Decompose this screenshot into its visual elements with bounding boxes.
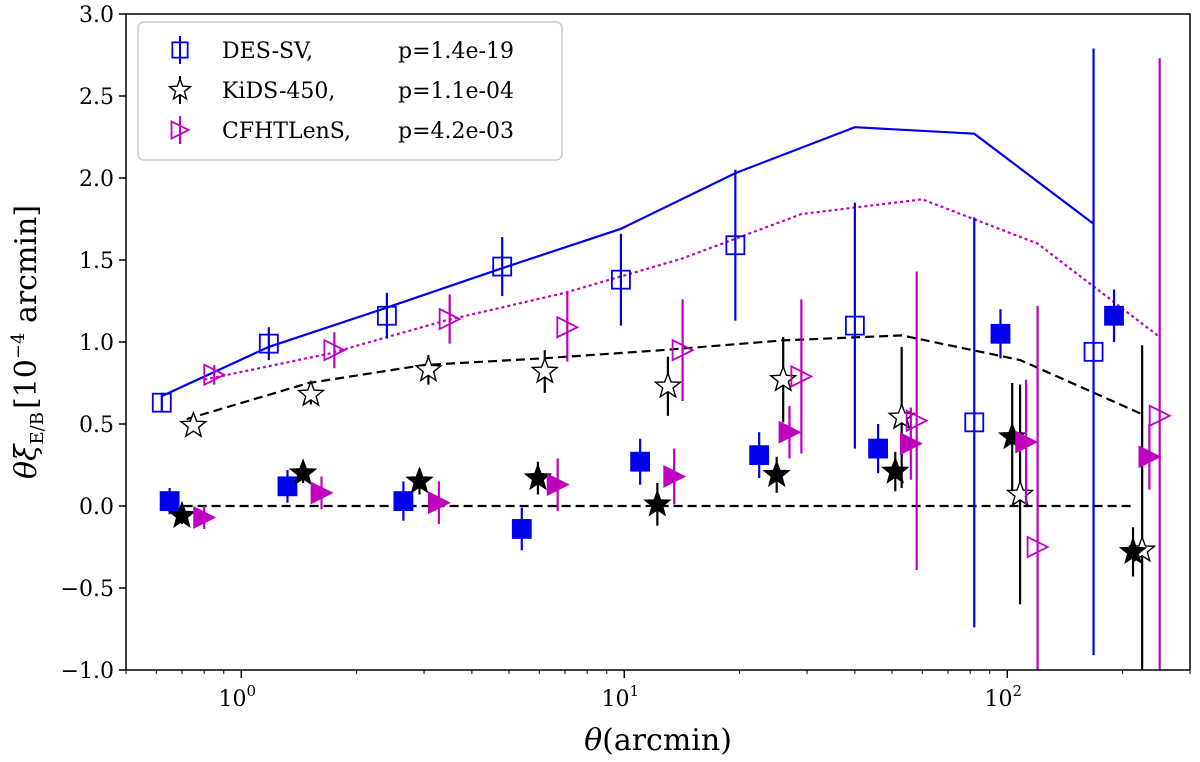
square-marker xyxy=(393,491,414,511)
triangle-marker xyxy=(778,420,802,444)
star-marker xyxy=(1005,479,1035,507)
y-tick-label: −0.5 xyxy=(61,577,114,602)
square-marker xyxy=(1083,341,1104,362)
x-tick-label: 102 xyxy=(984,682,1022,712)
y-tick-label: 2.0 xyxy=(79,167,114,192)
triangle-marker xyxy=(427,491,451,515)
square-marker xyxy=(171,41,189,59)
triangle-marker xyxy=(899,432,923,456)
star-marker xyxy=(405,466,434,494)
model-line xyxy=(203,198,1161,381)
x-axis-label-symbol: θ xyxy=(584,723,602,758)
square-marker xyxy=(492,256,513,277)
x-tick-label: 101 xyxy=(602,682,640,712)
y-tick-label: 1.0 xyxy=(79,331,114,356)
y-tick-label: 1.5 xyxy=(79,249,114,274)
legend-p-value: p=4.2e-03 xyxy=(398,119,514,144)
y-tick-label: 3.0 xyxy=(79,3,114,28)
x-axis-label: θ(arcmin) xyxy=(584,723,732,758)
square-marker xyxy=(990,323,1011,344)
triangle-marker xyxy=(671,338,695,362)
data-points xyxy=(151,48,1172,670)
star-marker xyxy=(179,410,208,438)
x-axis-label-unit: (arcmin) xyxy=(602,723,732,758)
legend-box xyxy=(137,21,563,161)
y-axis-label-symbol: θξ xyxy=(9,443,44,479)
square-marker xyxy=(377,305,397,326)
model-line xyxy=(161,126,1095,398)
square-marker xyxy=(630,451,651,472)
triangle-marker xyxy=(905,409,929,433)
triangle-marker xyxy=(1026,535,1050,559)
legend-label: DES-SV, xyxy=(222,39,313,64)
square-marker xyxy=(1104,305,1124,326)
square-marker xyxy=(511,519,532,539)
star-marker xyxy=(167,500,197,529)
triangle-marker xyxy=(1148,404,1172,428)
square-marker xyxy=(725,235,746,256)
legend-p-value: p=1.1e-04 xyxy=(398,79,514,104)
triangle-marker xyxy=(1015,430,1039,454)
star-marker xyxy=(167,77,193,101)
triangle-marker xyxy=(790,364,814,388)
triangle-marker xyxy=(438,307,462,331)
y-axis-label: θξE/B [10−4 arcmin] xyxy=(8,205,48,479)
triangle-marker xyxy=(193,506,217,529)
square-marker xyxy=(749,445,770,466)
y-axis-ticks: −1.0 −0.5 0.0 0.5 1.0 1.5 2.0 2.5 3.0 xyxy=(61,3,126,684)
star-marker xyxy=(997,422,1027,450)
legend-p-value: p=1.4e-19 xyxy=(398,39,514,64)
star-marker xyxy=(288,458,318,486)
model-lines xyxy=(161,126,1161,508)
plot-area xyxy=(151,48,1172,670)
y-axis-label-bracket: [10 xyxy=(9,359,44,409)
star-marker xyxy=(296,379,326,407)
y-axis-label-exponent: −4 xyxy=(8,333,29,360)
y-axis-label-unit: arcmin] xyxy=(9,205,44,333)
triangle-marker xyxy=(663,465,687,488)
legend-label: KiDS-450, xyxy=(222,79,335,104)
x-axis-ticks: 100 101 102 xyxy=(125,670,1191,712)
legend-items: DES-SV, p=1.4e-19 KiDS-450, p=1.1e-04 CFHTLe… xyxy=(167,36,514,144)
y-tick-label: 0.5 xyxy=(79,413,114,438)
square-marker xyxy=(868,438,889,459)
triangle-marker xyxy=(323,338,347,362)
legend: DES-SV, p=1.4e-19 KiDS-450, p=1.1e-04 CFHTLe… xyxy=(137,21,563,161)
square-marker xyxy=(844,315,865,336)
square-marker xyxy=(611,269,631,290)
star-marker xyxy=(530,356,559,384)
triangle-marker xyxy=(1138,445,1162,469)
star-marker xyxy=(414,354,443,383)
x-tick-label: 100 xyxy=(219,682,257,712)
triangle-marker xyxy=(310,481,334,505)
y-axis-label-subscript: E/B xyxy=(27,412,48,444)
star-marker xyxy=(762,459,791,488)
triangle-marker xyxy=(556,315,580,339)
triangle-marker xyxy=(170,120,191,140)
square-marker xyxy=(964,412,985,433)
square-marker xyxy=(258,333,279,354)
star-marker xyxy=(768,364,798,392)
square-marker xyxy=(277,476,298,497)
star-marker xyxy=(653,371,683,399)
legend-label: CFHTLenS, xyxy=(222,119,351,144)
y-tick-label: 2.5 xyxy=(79,85,114,110)
model-line xyxy=(186,334,1143,421)
square-marker xyxy=(151,392,172,413)
star-marker xyxy=(1118,536,1148,565)
star-marker xyxy=(880,456,910,484)
star-marker xyxy=(643,489,672,517)
y-tick-label: 0.0 xyxy=(79,495,114,520)
y-tick-label: −1.0 xyxy=(61,659,114,684)
triangle-marker xyxy=(546,473,570,497)
triangle-marker xyxy=(203,363,227,387)
square-marker xyxy=(159,491,180,511)
